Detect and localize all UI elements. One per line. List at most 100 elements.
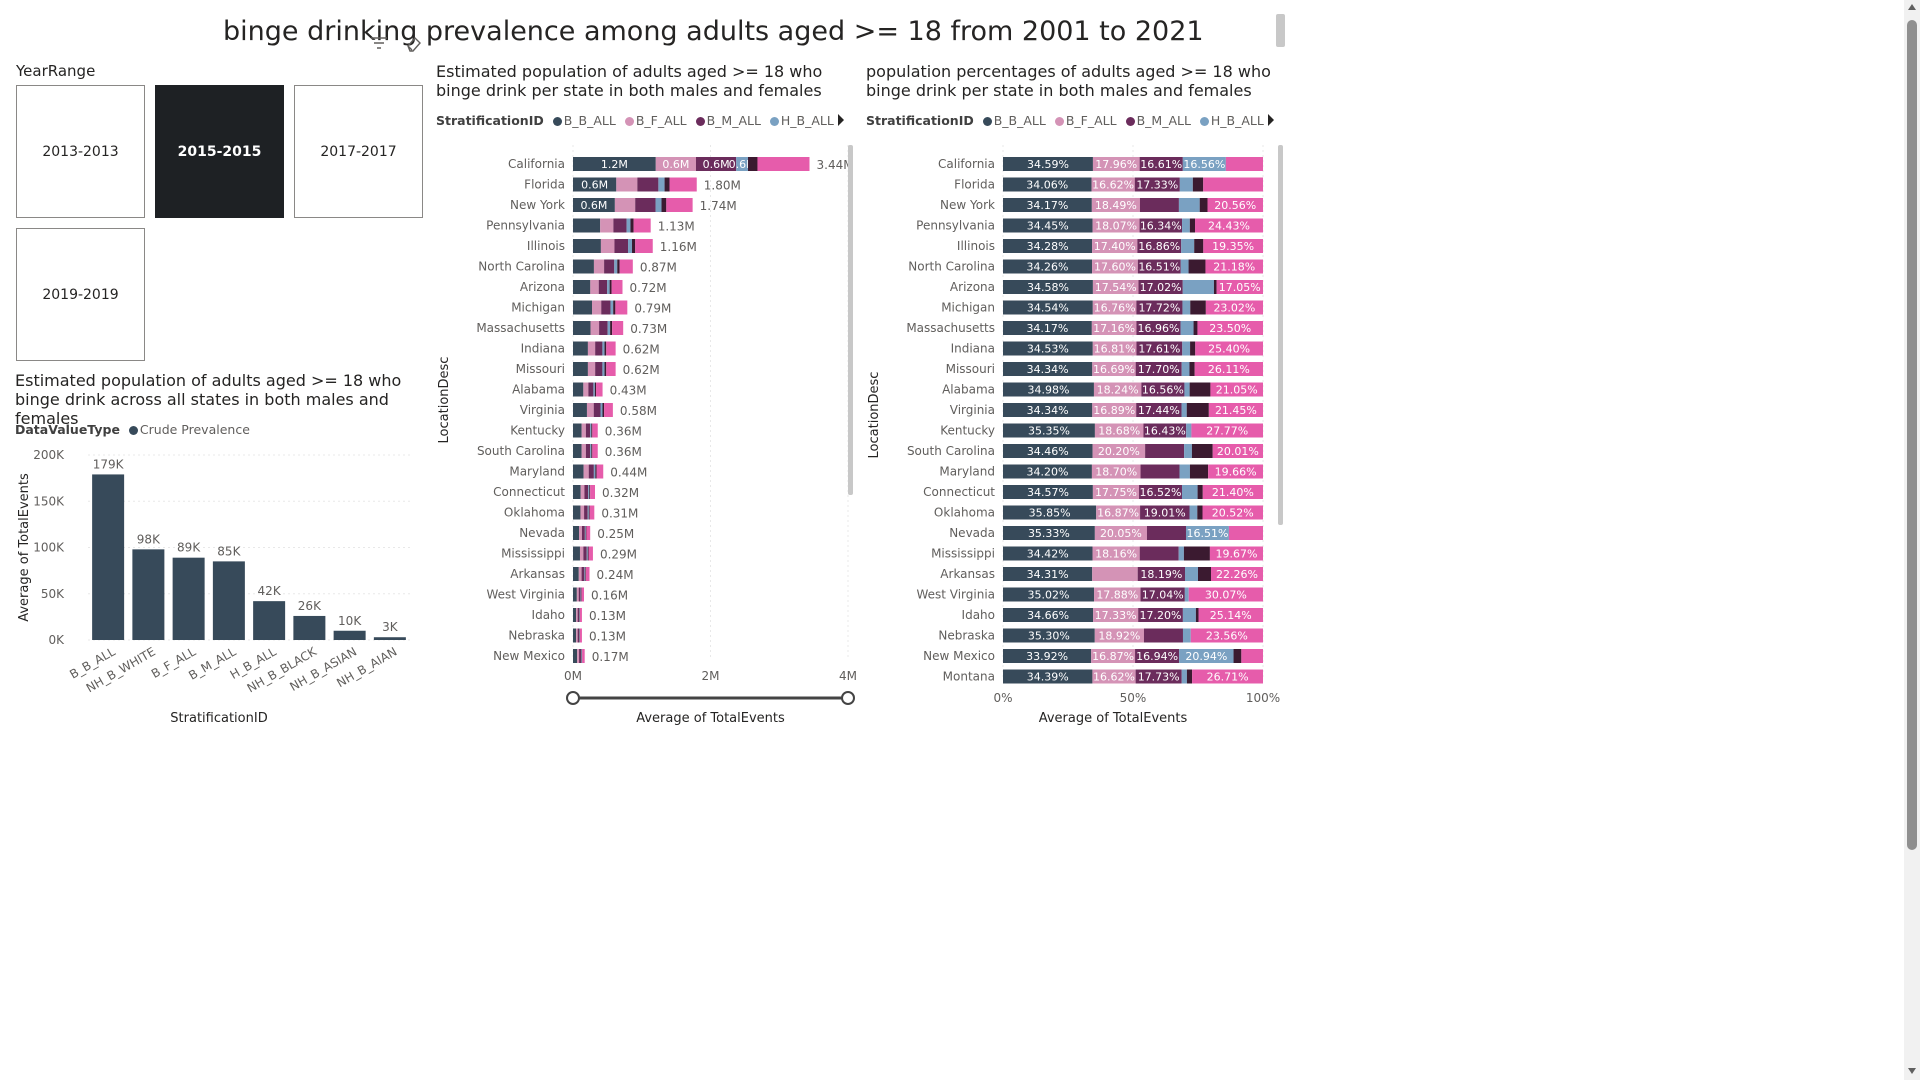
segment-label: 23.56% <box>1206 630 1248 643</box>
legend-next-arrow-icon[interactable] <box>1268 114 1274 126</box>
bar-segment <box>1233 649 1242 663</box>
legend-item-b-m-all[interactable]: B_M_ALL <box>706 113 761 128</box>
bar-segment <box>1092 157 1140 171</box>
top-scroll-handle[interactable] <box>1276 14 1285 47</box>
legend-item-crude-prevalence[interactable]: Crude Prevalence <box>139 422 250 437</box>
bar-segment <box>1003 382 1094 397</box>
bar-segment <box>573 218 601 233</box>
bar-segment <box>757 157 810 171</box>
bar-segment <box>1094 587 1141 602</box>
segment-label: 17.72% <box>1138 302 1180 315</box>
bar-segment <box>573 587 577 602</box>
bar-segment <box>655 198 662 212</box>
bar-segment <box>581 567 585 581</box>
bar-segment <box>1189 218 1196 233</box>
segment-label: 0.6M <box>662 158 689 171</box>
y-tick-label: Pennsylvania <box>486 219 565 233</box>
segment-label: 16.69% <box>1093 363 1135 376</box>
y-tick-label: Indiana <box>951 342 995 356</box>
bar-segment <box>593 464 596 479</box>
bar-segment <box>588 546 593 561</box>
segment-label: 34.59% <box>1027 158 1069 171</box>
bar-segment <box>1241 649 1263 663</box>
segment-label: 18.92% <box>1098 630 1140 643</box>
y-tick-label: New Mexico <box>493 649 565 663</box>
bar-segment <box>573 239 601 253</box>
bar-segment <box>584 485 589 499</box>
y-tick-label: Missouri <box>516 362 565 376</box>
bar-segment <box>1003 464 1092 479</box>
bar-segment <box>1189 382 1211 397</box>
y-tick-label: Virginia <box>520 403 565 417</box>
segment-label: 19.67% <box>1215 548 1257 561</box>
bar-segment <box>1137 239 1182 253</box>
bar-segment <box>1003 259 1093 274</box>
data-label: 98K <box>137 532 161 546</box>
segment-label: 18.19% <box>1140 568 1182 581</box>
bar-segment <box>587 546 589 561</box>
segment-label: 16.87% <box>1097 507 1139 520</box>
bar-segment <box>587 341 596 356</box>
bar-segment <box>578 587 581 602</box>
bar-segment <box>1179 177 1193 192</box>
visual-header-icons <box>370 34 435 56</box>
total-label: 0.73M <box>630 322 667 336</box>
slicer-tile-2013[interactable]: 2013-2013 <box>16 85 145 218</box>
bar-segment <box>1190 341 1196 356</box>
legend-next-arrow-icon[interactable] <box>838 114 844 126</box>
data-label: 85K <box>217 544 241 558</box>
bar-segment <box>576 608 578 622</box>
scrollbar-down-arrow-icon[interactable] <box>1908 1068 1916 1074</box>
segment-label: 16.34% <box>1140 220 1182 233</box>
bar-segment <box>1192 177 1204 192</box>
segment-label: 18.68% <box>1098 425 1140 438</box>
y-tick-label: Arizona <box>950 280 995 294</box>
legend-item-h-b-all[interactable]: H_B_ALL <box>780 113 834 128</box>
legend-item-h-b-all[interactable]: H_B_ALL <box>1210 113 1264 128</box>
bar-segment <box>736 157 749 171</box>
data-label: 179K <box>93 457 125 471</box>
y-tick-label: Alabama <box>942 383 995 397</box>
total-label: 0.44M <box>610 466 647 480</box>
bar-segment <box>579 628 582 643</box>
legend-item-b-f-all[interactable]: B_F_ALL <box>1065 113 1117 128</box>
stacked-chart-title: Estimated population of adults aged >= 1… <box>436 62 823 100</box>
total-label: 1.13M <box>658 220 695 234</box>
legend-item-b-b-all[interactable]: B_B_ALL <box>563 113 616 128</box>
segment-label: 21.18% <box>1213 261 1255 274</box>
legend-item-b-f-all[interactable]: B_F_ALL <box>635 113 687 128</box>
bar-segment <box>1143 423 1187 438</box>
total-label: 0.13M <box>589 630 626 644</box>
segment-label: 16.61% <box>1140 158 1182 171</box>
bar-segment <box>635 198 656 212</box>
page-scrollbar[interactable] <box>1904 0 1920 1080</box>
scrollbar-thumb[interactable] <box>1907 20 1917 850</box>
bar-segment <box>1091 464 1141 479</box>
legend-item-b-b-all[interactable]: B_B_ALL <box>993 113 1046 128</box>
bar-segment <box>1003 321 1092 335</box>
bar-segment <box>573 608 577 622</box>
scrollbar-up-arrow-icon[interactable] <box>1908 4 1916 10</box>
bar-segment <box>1003 608 1094 622</box>
legend-dot <box>982 117 992 126</box>
segment-label: 33.92% <box>1026 650 1068 663</box>
segment-label: 0.6M <box>580 199 607 212</box>
bar-segment <box>583 546 587 561</box>
bar-segment <box>573 423 582 438</box>
slicer-tile-2019[interactable]: 2019-2019 <box>16 228 145 361</box>
slicer-tile-2015[interactable]: 2015-2015 <box>155 85 284 218</box>
slicer-tile-2017[interactable]: 2017-2017 <box>294 85 423 218</box>
bar-segment <box>598 280 608 294</box>
legend-dot <box>1199 117 1209 126</box>
bar-segment <box>1181 362 1190 376</box>
eraser-icon[interactable] <box>405 34 423 56</box>
bar-segment <box>1143 628 1183 643</box>
segment-label: 34.57% <box>1027 486 1069 499</box>
bar-segment <box>585 567 586 581</box>
bar-segment <box>1193 321 1198 335</box>
bar-segment <box>1178 198 1200 212</box>
filter-icon[interactable] <box>370 36 388 56</box>
legend-item-b-m-all[interactable]: B_M_ALL <box>1136 113 1191 128</box>
total-label: 0.72M <box>630 281 667 295</box>
segment-label: 16.62% <box>1093 671 1135 684</box>
